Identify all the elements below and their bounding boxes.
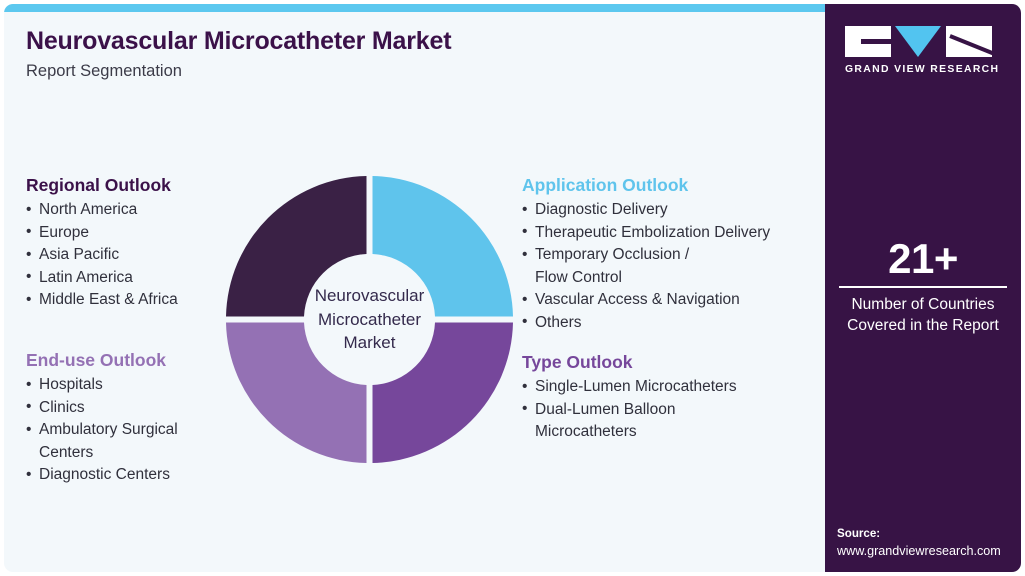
logo-letter-r-icon bbox=[946, 26, 992, 57]
list-item: Single-Lumen Microcatheters bbox=[522, 376, 737, 399]
list-item: Dual-Lumen Balloon bbox=[522, 398, 737, 422]
segment-title-regional: Regional Outlook bbox=[26, 175, 171, 195]
segment-list-type: Single-Lumen Microcatheters Dual-Lumen B… bbox=[522, 376, 737, 444]
list-item: Asia Pacific bbox=[26, 244, 178, 267]
list-item: Middle East & Africa bbox=[26, 289, 178, 312]
logo-letter-v-triangle-icon bbox=[895, 26, 941, 57]
list-item: Therapeutic Embolization Delivery bbox=[522, 221, 770, 245]
segment-list-application: Diagnostic Delivery Therapeutic Emboliza… bbox=[522, 199, 770, 335]
top-accent-bar bbox=[4, 4, 825, 12]
donut-segment-application bbox=[372, 176, 513, 317]
list-item: North America bbox=[26, 199, 178, 222]
donut-segment-regional bbox=[226, 176, 367, 317]
list-item-continuation: Microcatheters bbox=[535, 423, 637, 441]
stat-caption-line-1: Number of Countries bbox=[851, 295, 995, 313]
segment-block-enduse: End-use Outlook Hospitals Clinics Ambula… bbox=[26, 349, 178, 487]
list-item: Latin America bbox=[26, 266, 178, 290]
list-item: Hospitals bbox=[26, 374, 178, 397]
page-subtitle: Report Segmentation bbox=[26, 62, 182, 80]
logo-letter-g-icon bbox=[845, 26, 891, 57]
segment-title-enduse: End-use Outlook bbox=[26, 350, 166, 370]
brand-panel: GRAND VIEW RESEARCH 21+ Number of Countr… bbox=[825, 4, 1021, 572]
list-item: Europe bbox=[26, 221, 178, 245]
donut-chart: Neurovascular Microcatheter Market bbox=[222, 172, 517, 467]
stat-caption-line-2: Covered in the Report bbox=[847, 316, 999, 334]
source-label: Source: bbox=[837, 527, 881, 540]
list-item: Diagnostic Delivery bbox=[522, 199, 770, 222]
donut-segment-enduse bbox=[226, 322, 367, 463]
header: Neurovascular Microcatheter Market Repor… bbox=[26, 26, 806, 82]
segment-title-application: Application Outlook bbox=[522, 175, 689, 195]
page-title: Neurovascular Microcatheter Market bbox=[26, 27, 452, 55]
segment-block-regional: Regional Outlook North America Europe As… bbox=[26, 174, 178, 312]
brand-logo: GRAND VIEW RESEARCH bbox=[845, 26, 1000, 75]
segment-block-type: Type Outlook Single-Lumen Microcatheters… bbox=[522, 351, 737, 444]
source-attribution: Source: www.grandviewresearch.com bbox=[837, 526, 1021, 560]
list-item: Temporary Occlusion / bbox=[522, 244, 770, 267]
stat-countries: 21+ Number of Countries Covered in the R… bbox=[837, 236, 1009, 336]
divider bbox=[839, 286, 1007, 288]
list-item: Clinics bbox=[26, 396, 178, 420]
list-item: Others bbox=[522, 311, 770, 335]
list-item-continuation: Flow Control bbox=[535, 268, 622, 286]
logo-wordmark: GRAND VIEW RESEARCH bbox=[845, 64, 1000, 75]
segment-list-regional: North America Europe Asia Pacific Latin … bbox=[26, 199, 178, 312]
source-url[interactable]: www.grandviewresearch.com bbox=[837, 544, 1001, 558]
segment-title-type: Type Outlook bbox=[522, 352, 633, 372]
list-item: Diagnostic Centers bbox=[26, 464, 178, 487]
logo-marks bbox=[845, 26, 992, 57]
stat-value: 21+ bbox=[888, 235, 958, 282]
donut-chart-svg bbox=[226, 176, 513, 463]
list-item-continuation: Centers bbox=[39, 443, 94, 461]
donut-segment-type bbox=[372, 322, 513, 463]
segment-block-application: Application Outlook Diagnostic Delivery … bbox=[522, 174, 770, 335]
content-panel: Neurovascular Microcatheter Market Repor… bbox=[4, 4, 825, 572]
list-item: Ambulatory Surgical bbox=[26, 419, 178, 442]
list-item: Vascular Access & Navigation bbox=[522, 289, 770, 312]
segment-list-enduse: Hospitals Clinics Ambulatory Surgical Ce… bbox=[26, 374, 178, 487]
